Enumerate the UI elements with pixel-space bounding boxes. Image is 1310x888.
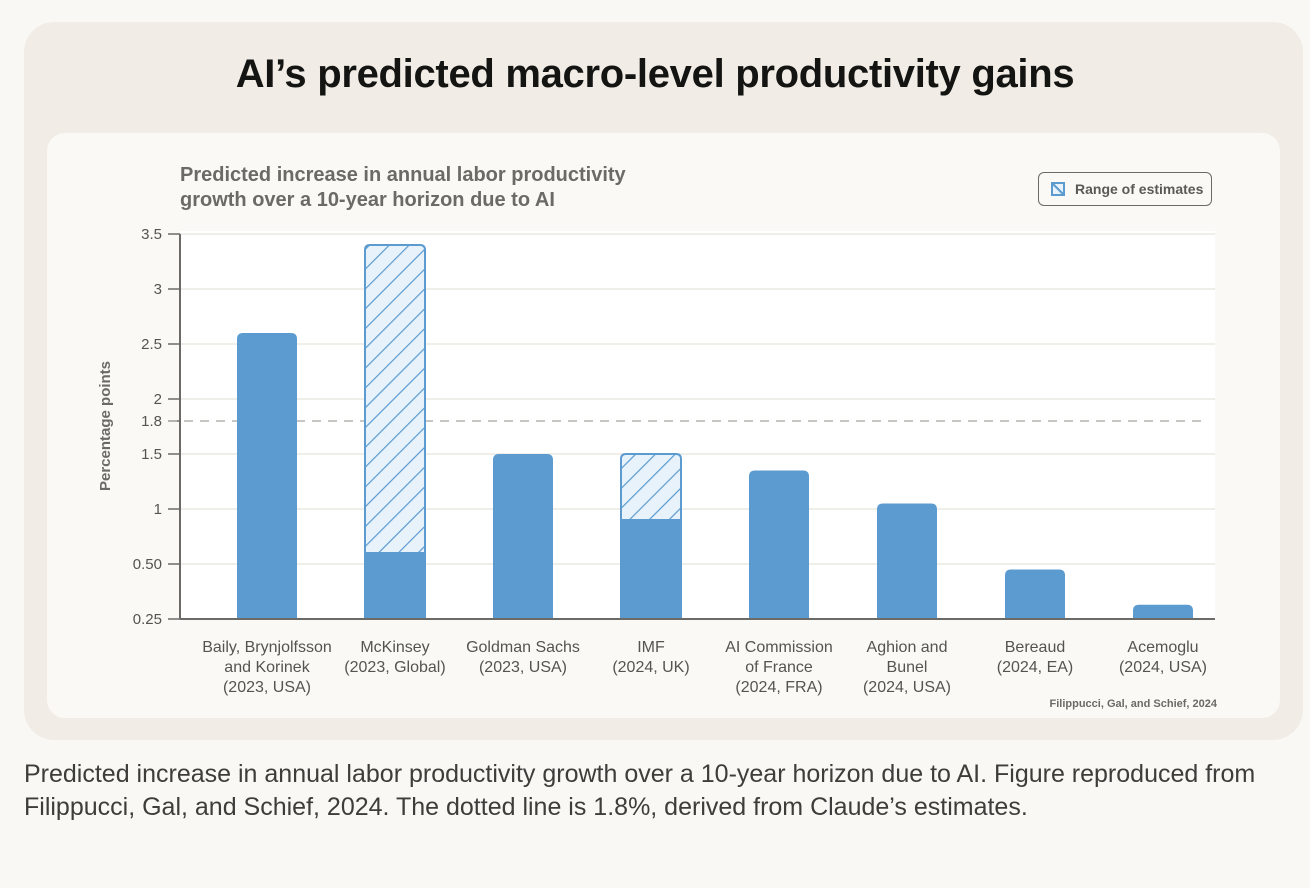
x-tick-label: (2024, USA) (863, 679, 951, 696)
x-tick-label: Goldman Sachs (466, 639, 580, 656)
chart-title-line: growth over a 10-year horizon due to AI (180, 189, 555, 211)
x-tick-label: Aghion and (867, 639, 948, 656)
x-tick-label: AI Commission (725, 639, 833, 656)
x-tick-label: (2024, EA) (997, 659, 1073, 676)
figure-caption: Predicted increase in annual labor produ… (24, 760, 1256, 821)
y-tick-label: 1.5 (141, 446, 162, 463)
x-tick-label: Baily, Brynjolfsson (202, 639, 332, 656)
plot-area (180, 231, 1215, 619)
y-tick-label: 2 (154, 391, 162, 408)
y-axis-label: Percentage points (97, 361, 114, 491)
y-tick-label: 3 (154, 281, 162, 298)
page-title: AI’s predicted macro-level productivity … (235, 52, 1075, 96)
y-tick-label: 0.50 (133, 556, 162, 573)
y-tick-label: 1 (154, 501, 162, 518)
bar (493, 454, 553, 619)
bar (364, 553, 426, 619)
chart-title-line: Predicted increase in annual labor produ… (180, 164, 626, 186)
chart-title: Predicted increase in annual labor produ… (180, 163, 626, 213)
x-tick-label: (2023, Global) (344, 659, 445, 676)
x-tick-label: (2024, USA) (1119, 659, 1207, 676)
x-tick-label: Bereaud (1005, 639, 1066, 656)
chart-source: Filippucci, Gal, and Schief, 2024 (1049, 698, 1218, 710)
range-bar (364, 244, 426, 554)
x-tick-label: and Korinek (224, 659, 310, 676)
legend-label: Range of estimates (1075, 181, 1204, 197)
y-tick-label: 0.25 (133, 611, 162, 628)
x-tick-label: (2024, FRA) (735, 679, 822, 696)
bar (1133, 604, 1193, 619)
range-bar (620, 453, 682, 521)
y-tick-label: 3.5 (141, 226, 162, 243)
bar (620, 520, 682, 619)
x-tick-label: McKinsey (360, 639, 429, 656)
x-tick-label: (2023, USA) (479, 659, 567, 676)
legend: Range of estimates (1038, 172, 1212, 206)
x-tick-label: (2023, USA) (223, 679, 311, 696)
bar (237, 333, 297, 619)
x-tick-label: Acemoglu (1127, 639, 1198, 656)
bar (1005, 569, 1065, 619)
y-tick-label: 1.8 (141, 413, 162, 430)
x-tick-label: (2024, UK) (612, 659, 689, 676)
x-tick-label: Bunel (887, 659, 928, 676)
hatch-swatch-icon (1051, 182, 1065, 196)
y-tick-label: 2.5 (141, 336, 162, 353)
bar (877, 503, 937, 619)
bar (749, 470, 809, 619)
x-tick-label: IMF (637, 639, 665, 656)
x-tick-label: of France (745, 659, 813, 676)
